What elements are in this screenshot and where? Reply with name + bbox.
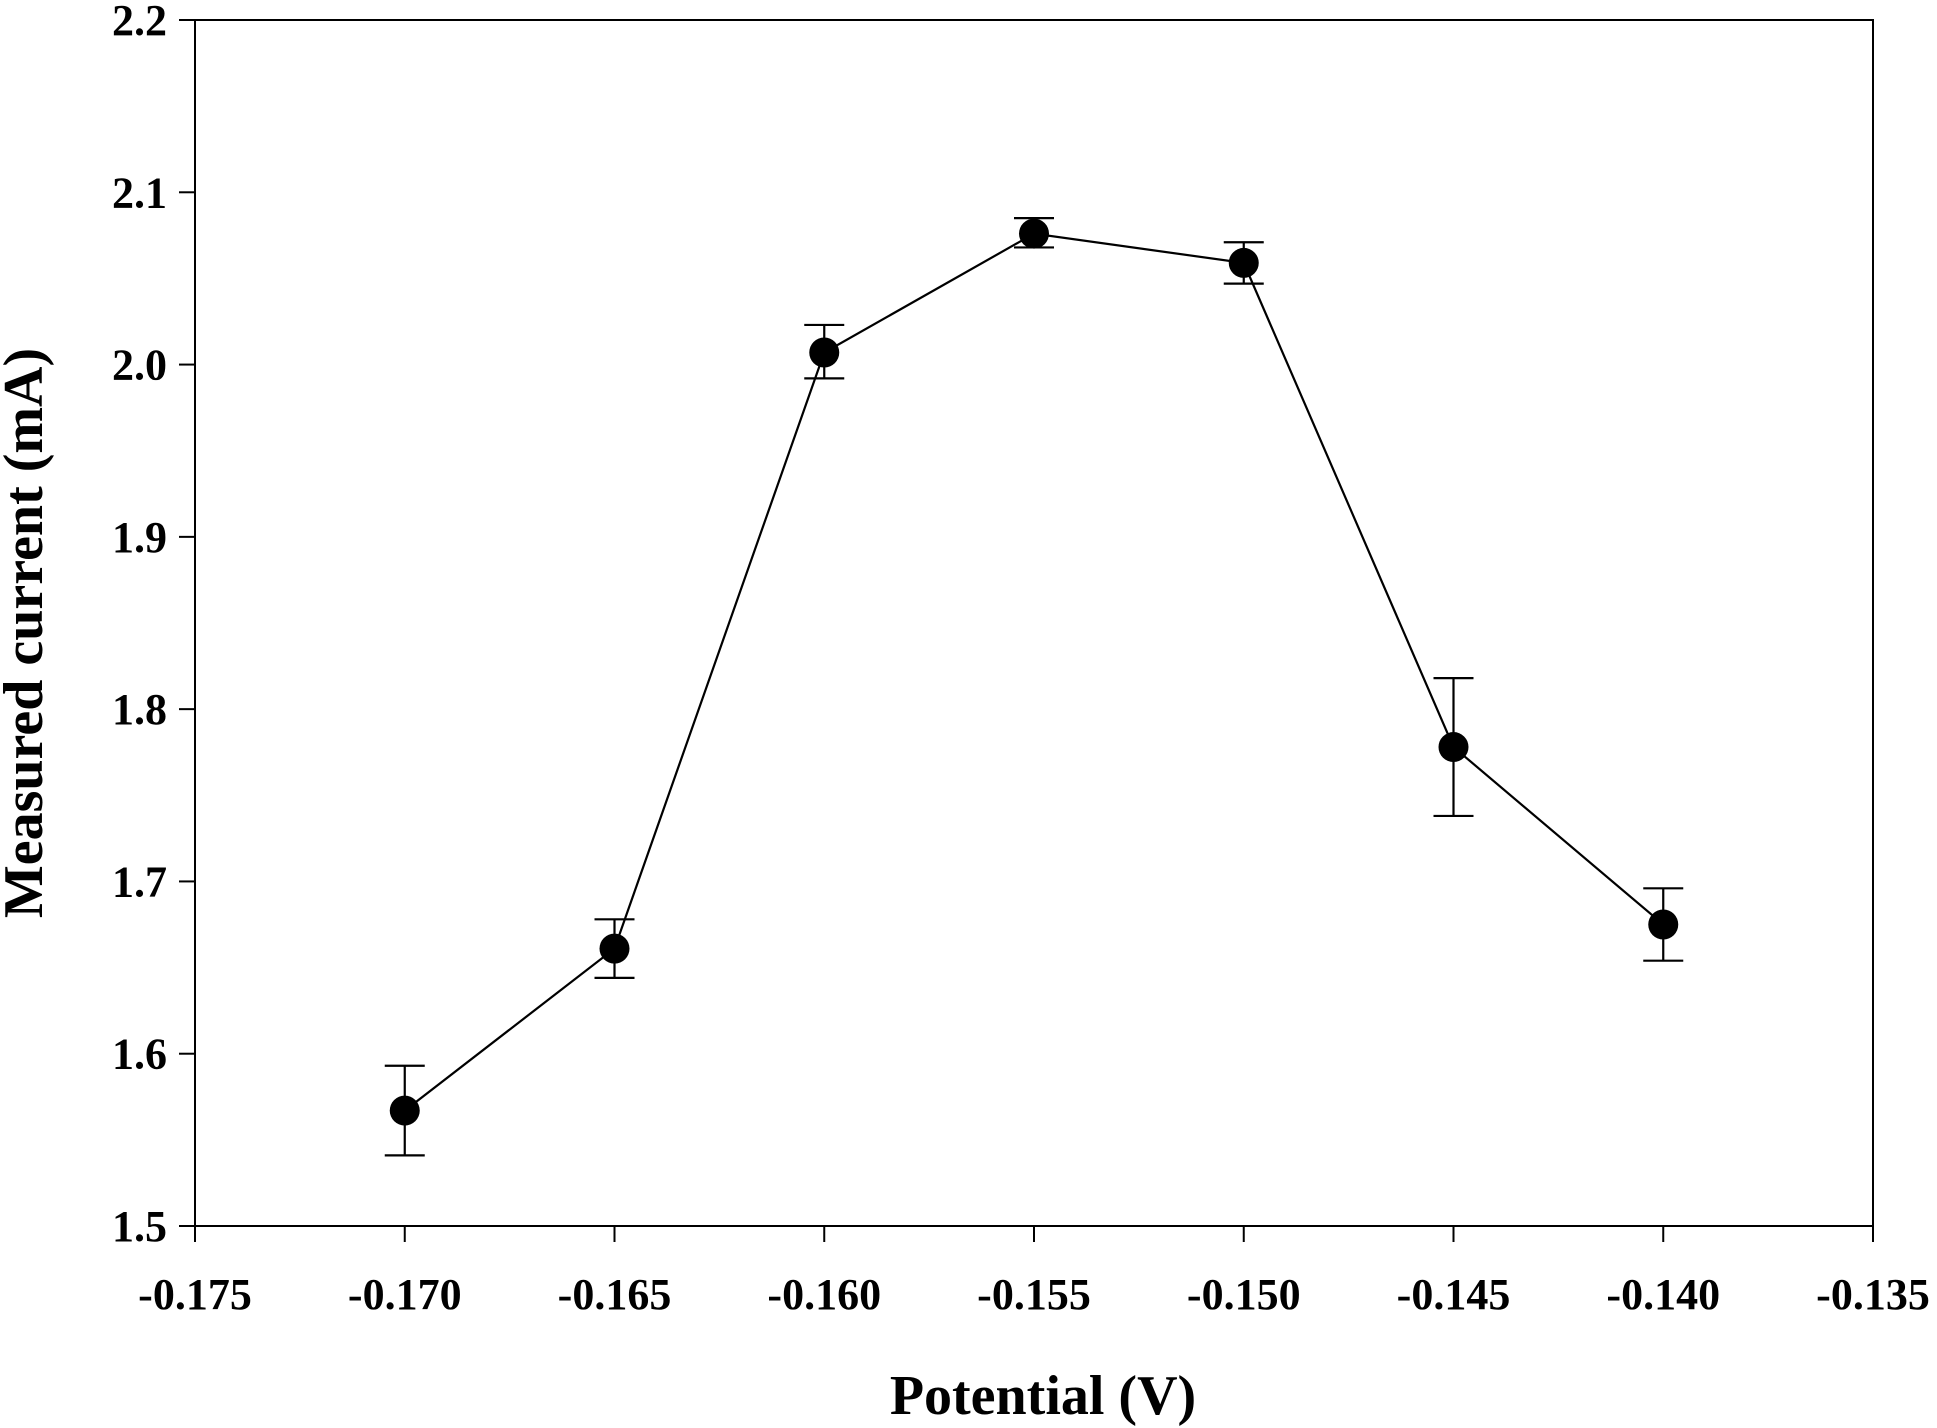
- series-line: [404, 232, 1664, 1112]
- y-tick-label: 1.9: [112, 513, 167, 562]
- x-tick-label: -0.165: [558, 1270, 672, 1319]
- x-axis: -0.175 -0.170 -0.165 -0.160 -0.155 -0.150 -0.1…: [138, 1226, 1930, 1319]
- y-tick-label: 2.2: [112, 0, 167, 45]
- series-layer: [384, 217, 1684, 1157]
- plot-frame: [194, 19, 1874, 1227]
- data-point: [599, 933, 630, 964]
- data-point: [1228, 247, 1259, 278]
- y-axis: 1.5 1.6 1.7 1.8 1.9 2.0 2.1 2.2: [112, 0, 195, 1251]
- x-axis-title: Potential (V): [890, 1365, 1196, 1427]
- y-tick-label: 1.5: [112, 1202, 167, 1251]
- y-axis-title: Measured current (mA): [0, 348, 55, 918]
- x-tick-label: -0.135: [1816, 1270, 1930, 1319]
- x-tick-label: -0.175: [138, 1270, 252, 1319]
- data-point: [1019, 218, 1049, 249]
- y-tick-label: 2.1: [112, 168, 167, 217]
- data-point: [1648, 909, 1679, 940]
- x-tick-label: -0.155: [977, 1270, 1091, 1319]
- y-tick-label: 2.0: [112, 341, 167, 390]
- data-point: [809, 337, 840, 368]
- x-tick-label: -0.150: [1187, 1270, 1301, 1319]
- x-tick-label: -0.170: [348, 1270, 462, 1319]
- x-tick-label: -0.160: [767, 1270, 881, 1319]
- x-tick-label: -0.140: [1606, 1270, 1720, 1319]
- y-tick-label: 1.7: [112, 857, 167, 906]
- x-tick-label: -0.145: [1397, 1270, 1511, 1319]
- data-point: [389, 1095, 420, 1126]
- data-point: [1438, 732, 1469, 763]
- y-tick-label: 1.8: [112, 685, 167, 734]
- y-tick-label: 1.6: [112, 1030, 167, 1079]
